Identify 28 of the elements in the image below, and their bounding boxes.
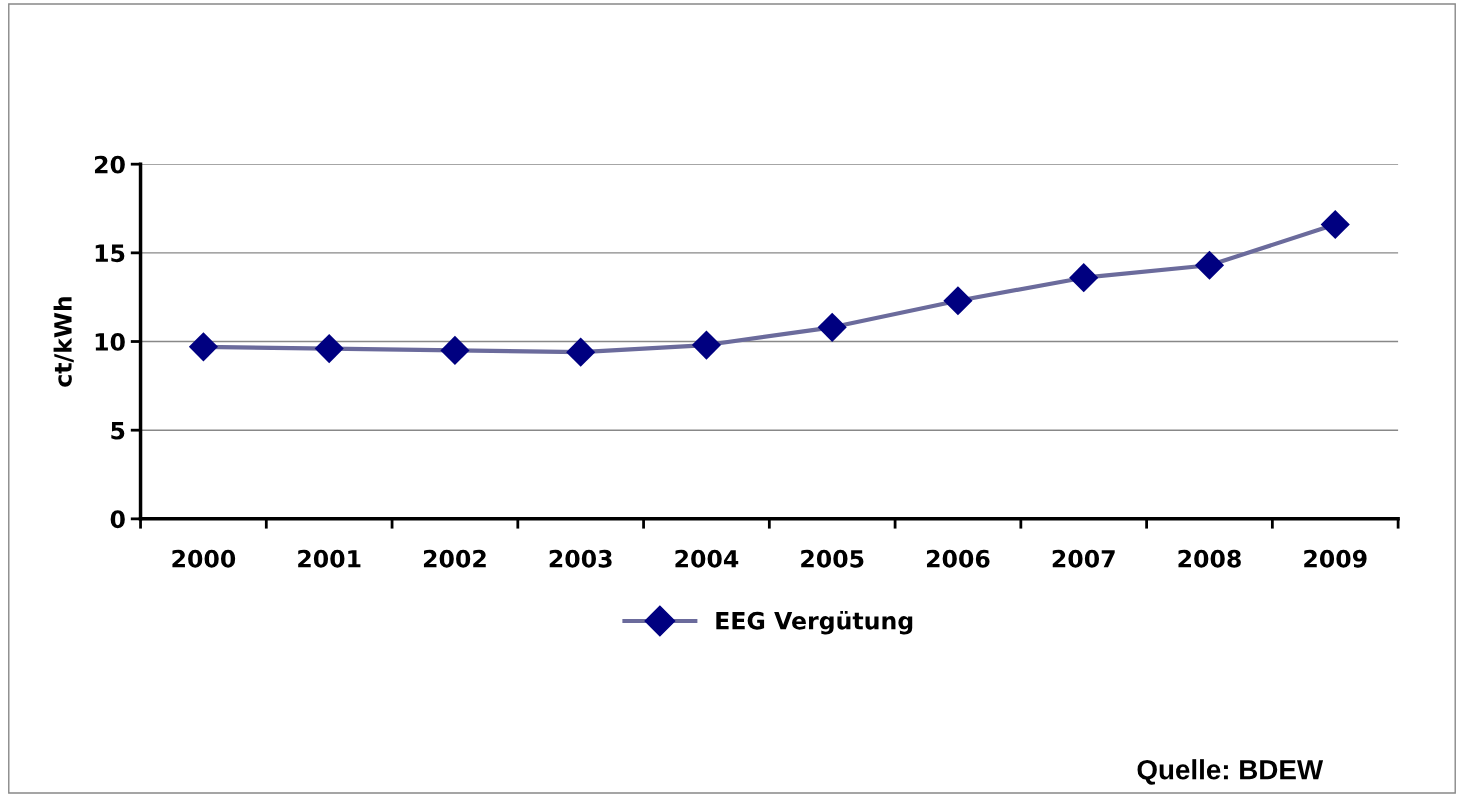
x-tick-label: 2001: [298, 549, 361, 568]
point: [566, 337, 596, 367]
y-axis-title: ct/kWh: [53, 297, 74, 387]
y-tick-label: 0: [110, 510, 125, 529]
point: [1320, 209, 1350, 240]
legend-label: EEG Vergütung: [716, 611, 913, 635]
y-tick-label: 20: [94, 155, 125, 174]
source-note: Quelle: BDEW: [1137, 759, 1324, 785]
x-tick-label: 2008: [1178, 549, 1241, 568]
point: [691, 330, 722, 360]
y-tick-label: 15: [95, 244, 125, 263]
point: [1069, 263, 1099, 293]
point: [314, 334, 344, 364]
point: [817, 312, 847, 342]
point: [188, 332, 218, 362]
x-tick-label: 2006: [926, 549, 990, 568]
x-tick-label: 2003: [549, 549, 612, 568]
point: [440, 335, 470, 365]
x-tick-label: 2005: [801, 549, 864, 568]
y-tick-label: 5: [111, 421, 125, 440]
y-tick-label: 10: [95, 332, 125, 351]
x-tick-label: 2002: [423, 549, 486, 568]
x-tick-label: 2009: [1304, 549, 1367, 568]
x-tick-label: 2007: [1052, 549, 1115, 568]
point: [1194, 250, 1225, 280]
x-tick-label: 2004: [675, 549, 739, 568]
x-tick-label: 2000: [172, 549, 236, 568]
point: [943, 286, 973, 316]
